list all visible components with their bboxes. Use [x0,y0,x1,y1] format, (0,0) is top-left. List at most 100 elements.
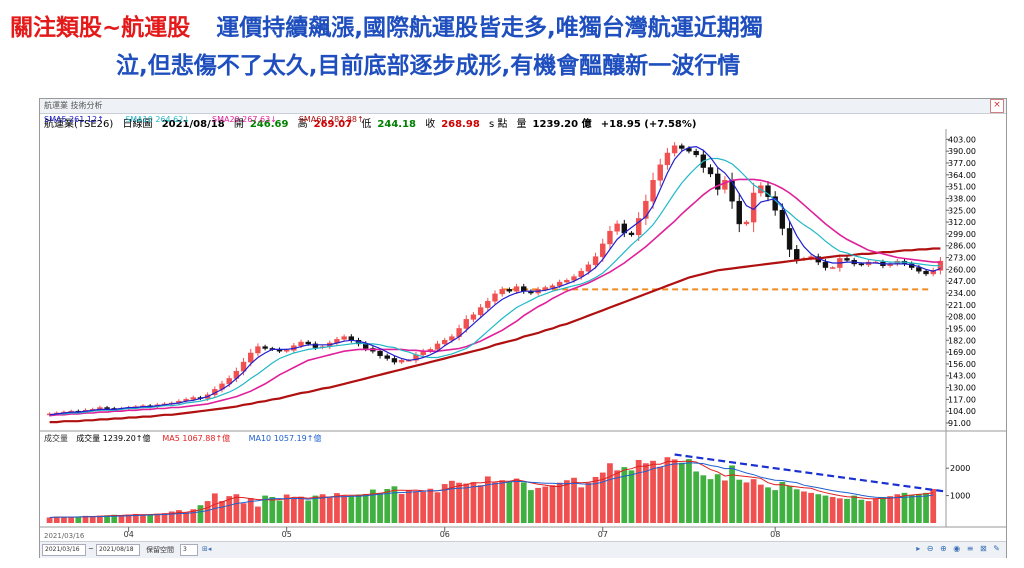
candle [765,185,771,197]
volume-tick-label: 1000 [950,492,970,501]
candle [190,397,196,400]
scroll-step-icon[interactable]: ⊞◂ [202,545,212,553]
volume-tick-label: 2000 [950,464,970,473]
volume-bar [930,489,937,523]
candle [707,167,714,175]
candle [600,243,606,257]
volume-bar [190,509,197,523]
open-label: 開 [233,119,244,130]
candle [679,145,685,149]
price-tick-label: 377.00 [948,159,976,168]
volume-bar [75,516,82,523]
volume-bar [542,486,549,523]
volume-bar [46,517,53,523]
volume-bar [650,460,656,523]
price-tick-label: 195.00 [948,324,976,333]
volume-bar [362,493,369,523]
volume-bar [89,516,96,523]
volume-bar [556,482,563,523]
volume-bar [829,496,836,523]
volume-bar [176,510,182,523]
sma60-line [49,247,941,424]
change-value: +18.95 (+7.58%) [600,119,697,130]
bottom-toolbar: 2021/03/16 2021/03/16 ~ 2021/08/18 保留空間 … [40,532,1006,558]
candle [442,340,448,345]
chart-tab[interactable]: 航運業 技術分析 [44,101,103,110]
price-tick-label: 104.00 [948,407,976,416]
candle [499,289,505,295]
volume-bar [233,494,240,523]
price-tick-label: 247.00 [948,277,976,286]
candle [635,218,642,236]
volume-bar [851,495,858,523]
candle [104,407,110,409]
range-start-field[interactable]: 2021/03/16 [42,544,86,556]
candle [513,286,520,292]
volume-bar [722,480,728,523]
range-end-field[interactable]: 2021/08/18 [96,544,140,556]
chart-start-date: 2021/03/16 [44,532,85,540]
candle [564,280,570,283]
chart-toolbar-icons[interactable]: ▸ ⊖ ⊕ ◉ ≡ ⊠ ✎ [916,544,1002,553]
volume-bar [607,463,613,523]
candle [556,281,563,286]
price-tick-label: 286.00 [948,242,976,251]
volume-bar [413,491,419,523]
volume-bar [341,495,348,523]
volume-bar [635,459,642,523]
volume-legend-label: MA5 1067.88↑億 [162,433,230,443]
reserve-space-field[interactable]: 3 [180,544,198,556]
volume-bar [262,495,268,523]
candle [614,223,620,232]
date-tick-label: 08 [770,530,780,539]
candle [794,249,800,260]
volume-bar [506,481,513,523]
candle [283,350,290,352]
volume-bar [219,501,225,523]
candle [671,145,678,154]
volume-bar [736,479,743,523]
volume-bar [836,498,843,523]
volume-bar [492,482,498,523]
high-value: 269.07 [313,119,353,130]
volume-bar [865,501,872,523]
volume-bar [147,514,154,523]
candle [485,300,491,308]
sma10-line [49,157,941,416]
range-separator: ~ [88,545,94,553]
volume-bar [808,492,814,523]
volume-bar [757,484,764,523]
candle [434,343,441,350]
candle [449,336,455,341]
ma-legend-label: SMA60 282.88↑ [299,115,364,124]
volume-bar [226,496,233,523]
candle [916,267,922,272]
candle [298,341,304,346]
headline-sector-title: 關注類股~航運股 [10,15,191,41]
price-tick-label: 234.00 [948,289,976,298]
volume-bar [68,517,75,523]
candle [477,307,484,316]
candle [305,341,311,345]
volume-bar [125,514,132,523]
price-tick-label: 312.00 [948,218,976,227]
candle [722,180,728,190]
volume-bar [528,490,534,523]
volume-bar [686,459,692,523]
close-icon[interactable]: × [990,99,1004,113]
volume-bar [671,459,678,523]
candle [240,361,247,372]
price-tick-label: 221.00 [948,301,976,310]
candle [578,270,584,277]
volume-bar [283,494,290,523]
volume-legend-label: 成交量 [44,433,68,443]
low-label: 低 [361,119,372,130]
volume-bar [140,514,146,523]
volume-bar [535,487,541,523]
candle [743,221,750,225]
chart-window: 航運業 技術分析 × 航運業(TSE26) 日線圖 2021/08/18 開 24… [39,98,1007,558]
candle [248,352,254,363]
volume-bar [312,495,319,523]
volume-bar [449,480,455,523]
date-tick-label: 04 [124,530,134,539]
